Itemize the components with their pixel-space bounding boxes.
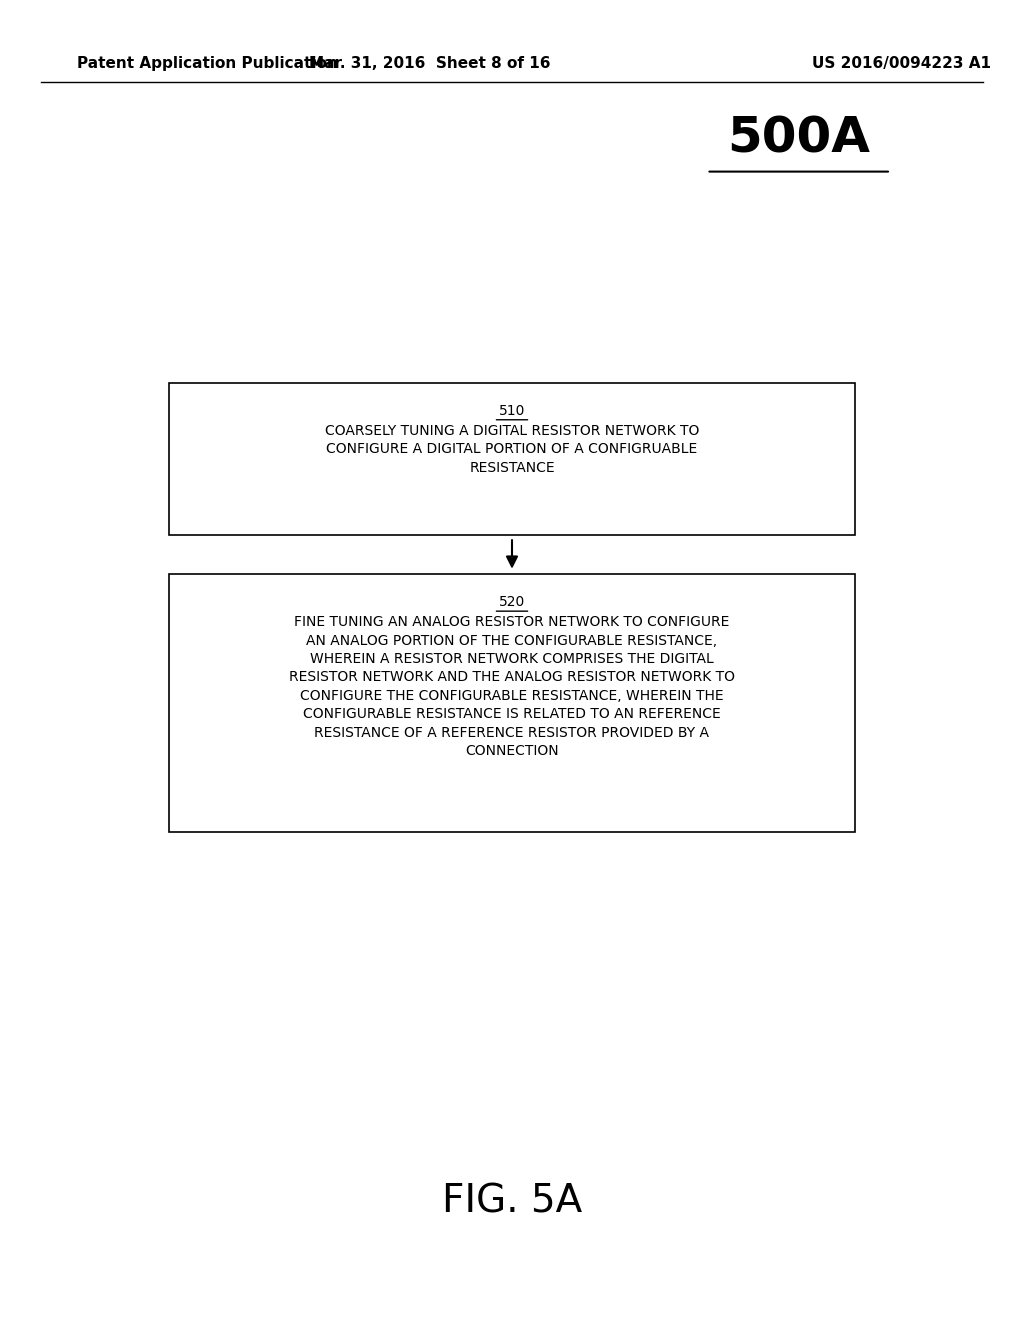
Text: FIG. 5A: FIG. 5A bbox=[442, 1183, 582, 1220]
Text: Patent Application Publication: Patent Application Publication bbox=[77, 55, 338, 71]
Text: 510: 510 bbox=[499, 404, 525, 418]
Text: 500A: 500A bbox=[727, 115, 870, 162]
FancyBboxPatch shape bbox=[169, 383, 855, 535]
Text: Mar. 31, 2016  Sheet 8 of 16: Mar. 31, 2016 Sheet 8 of 16 bbox=[309, 55, 551, 71]
FancyBboxPatch shape bbox=[169, 574, 855, 832]
Text: FINE TUNING AN ANALOG RESISTOR NETWORK TO CONFIGURE
AN ANALOG PORTION OF THE CON: FINE TUNING AN ANALOG RESISTOR NETWORK T… bbox=[289, 615, 735, 758]
Text: US 2016/0094223 A1: US 2016/0094223 A1 bbox=[812, 55, 990, 71]
Text: COARSELY TUNING A DIGITAL RESISTOR NETWORK TO
CONFIGURE A DIGITAL PORTION OF A C: COARSELY TUNING A DIGITAL RESISTOR NETWO… bbox=[325, 424, 699, 474]
Text: 520: 520 bbox=[499, 595, 525, 610]
